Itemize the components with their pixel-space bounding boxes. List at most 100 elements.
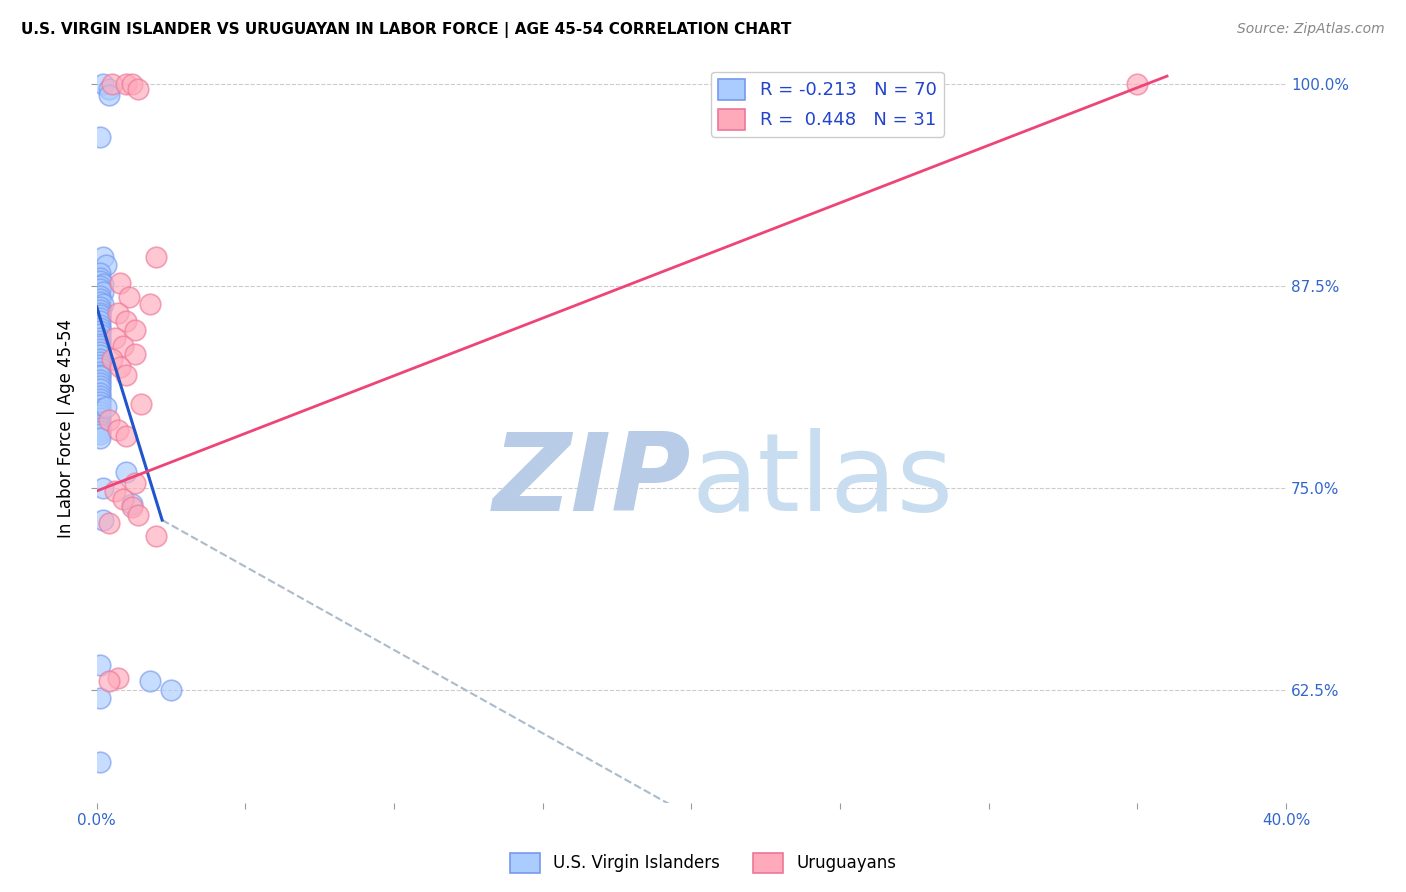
- Point: [97, 516, 120, 531]
- Legend: R = -0.213   N = 70, R =  0.448   N = 31: R = -0.213 N = 70, R = 0.448 N = 31: [711, 71, 943, 136]
- Text: ZIP: ZIP: [494, 428, 692, 534]
- Point: [91, 277, 114, 292]
- Point: [89, 382, 111, 396]
- Point: [89, 395, 111, 409]
- Point: [89, 308, 111, 322]
- Point: [94, 400, 117, 414]
- Point: [124, 322, 146, 336]
- Point: [89, 361, 111, 376]
- Point: [89, 755, 111, 769]
- Point: [89, 690, 111, 705]
- Point: [131, 397, 153, 411]
- Text: atlas: atlas: [692, 428, 953, 534]
- Point: [89, 292, 111, 306]
- Point: [97, 82, 120, 96]
- Point: [139, 674, 162, 689]
- Point: [89, 321, 111, 335]
- Point: [97, 674, 120, 689]
- Point: [89, 417, 111, 432]
- Point: [107, 671, 129, 685]
- Point: [118, 290, 141, 304]
- Point: [127, 508, 149, 523]
- Point: [89, 369, 111, 384]
- Point: [110, 276, 132, 290]
- Y-axis label: In Labor Force | Age 45-54: In Labor Force | Age 45-54: [58, 319, 75, 539]
- Point: [89, 373, 111, 387]
- Point: [89, 355, 111, 369]
- Point: [145, 529, 167, 543]
- Legend: U.S. Virgin Islanders, Uruguayans: U.S. Virgin Islanders, Uruguayans: [503, 847, 903, 880]
- Point: [89, 421, 111, 435]
- Point: [115, 368, 138, 382]
- Point: [89, 279, 111, 293]
- Point: [89, 365, 111, 379]
- Point: [160, 682, 183, 697]
- Text: U.S. VIRGIN ISLANDER VS URUGUAYAN IN LABOR FORCE | AGE 45-54 CORRELATION CHART: U.S. VIRGIN ISLANDER VS URUGUAYAN IN LAB…: [21, 22, 792, 38]
- Point: [103, 483, 125, 498]
- Point: [121, 497, 143, 511]
- Point: [91, 513, 114, 527]
- Point: [89, 295, 111, 310]
- Point: [91, 77, 114, 91]
- Point: [124, 347, 146, 361]
- Point: [89, 300, 111, 314]
- Point: [124, 475, 146, 490]
- Point: [91, 285, 114, 300]
- Point: [89, 130, 111, 145]
- Point: [110, 359, 132, 374]
- Point: [89, 311, 111, 326]
- Point: [103, 331, 125, 345]
- Point: [115, 429, 138, 443]
- Point: [89, 385, 111, 400]
- Point: [89, 658, 111, 673]
- Point: [121, 77, 143, 91]
- Point: [89, 379, 111, 393]
- Point: [89, 401, 111, 416]
- Point: [89, 324, 111, 338]
- Point: [89, 345, 111, 359]
- Point: [89, 337, 111, 351]
- Point: [121, 500, 143, 515]
- Point: [91, 297, 114, 311]
- Point: [107, 423, 129, 437]
- Point: [112, 339, 135, 353]
- Point: [89, 411, 111, 425]
- Point: [89, 399, 111, 413]
- Point: [89, 368, 111, 382]
- Point: [145, 250, 167, 264]
- Point: [89, 271, 111, 285]
- Point: [89, 306, 111, 320]
- Point: [89, 274, 111, 288]
- Point: [107, 306, 129, 320]
- Point: [89, 266, 111, 280]
- Point: [115, 465, 138, 479]
- Point: [89, 327, 111, 342]
- Point: [89, 348, 111, 362]
- Point: [89, 318, 111, 332]
- Point: [112, 491, 135, 506]
- Point: [115, 314, 138, 328]
- Point: [115, 77, 138, 91]
- Point: [89, 314, 111, 328]
- Point: [97, 413, 120, 427]
- Point: [89, 303, 111, 318]
- Point: [91, 481, 114, 495]
- Point: [89, 358, 111, 372]
- Point: [94, 258, 117, 272]
- Point: [89, 331, 111, 345]
- Point: [89, 415, 111, 429]
- Point: [89, 389, 111, 403]
- Point: [89, 342, 111, 356]
- Point: [89, 351, 111, 366]
- Point: [89, 288, 111, 302]
- Point: [100, 351, 122, 366]
- Point: [89, 431, 111, 445]
- Point: [89, 392, 111, 406]
- Point: [89, 408, 111, 422]
- Point: [89, 424, 111, 438]
- Point: [89, 376, 111, 390]
- Point: [89, 282, 111, 296]
- Point: [89, 405, 111, 419]
- Point: [91, 250, 114, 264]
- Point: [100, 77, 122, 91]
